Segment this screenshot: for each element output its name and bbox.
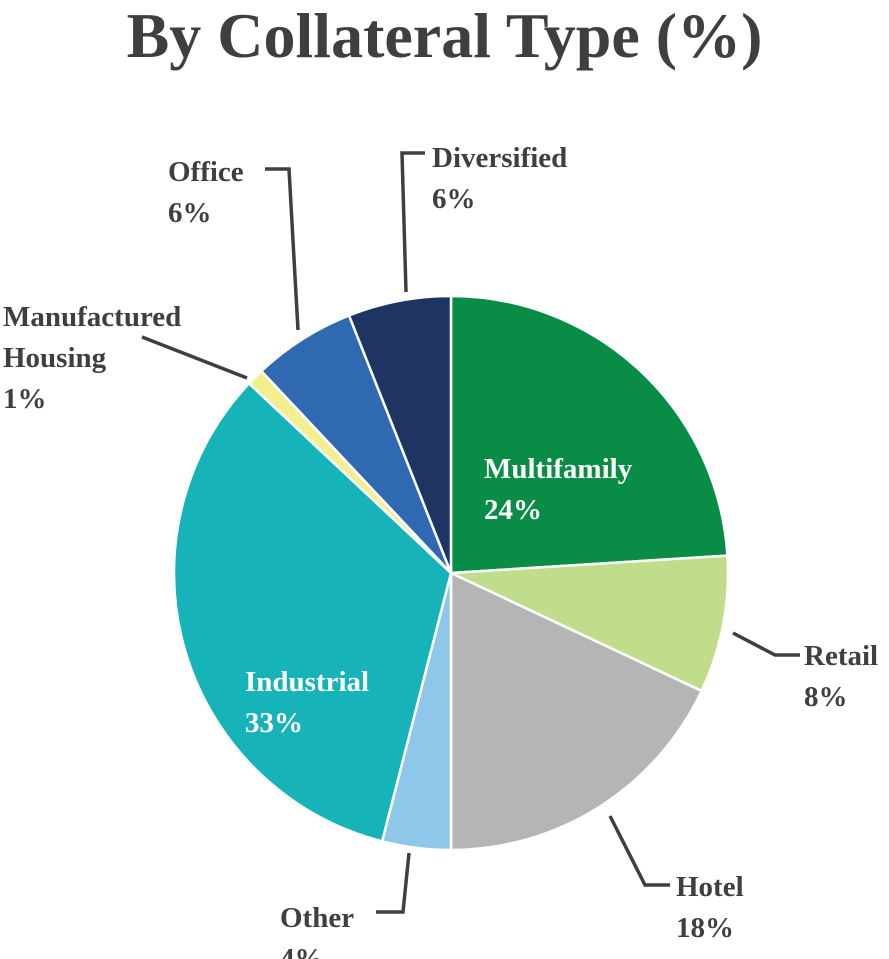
slice-industrial bbox=[172, 382, 453, 843]
pie-slices bbox=[172, 294, 730, 852]
leader-lines bbox=[141, 151, 800, 914]
slice-retail bbox=[449, 554, 730, 693]
slice-diversified bbox=[347, 294, 453, 575]
data-label-diversified: Diversified 6% bbox=[432, 142, 567, 215]
chart-title: By Collateral Type (%) bbox=[126, 0, 763, 71]
data-label-multifamily: Multifamily 24% bbox=[484, 453, 633, 526]
leader-line-hotel bbox=[608, 815, 670, 887]
data-label-retail: Retail 8% bbox=[804, 640, 878, 713]
data-label-other: Other 4% bbox=[280, 902, 354, 959]
leader-line-diversified bbox=[400, 151, 425, 293]
leader-line-retail bbox=[732, 631, 800, 657]
data-label-office: Office 6% bbox=[168, 156, 244, 229]
data-label-manufactured-housing: Manufactured Housing 1% bbox=[3, 301, 181, 415]
data-label-hotel: Hotel 18% bbox=[676, 871, 744, 944]
data-label-industrial: Industrial 33% bbox=[245, 666, 369, 739]
leader-line-manufactured-housing bbox=[141, 335, 248, 380]
leader-line-other bbox=[376, 852, 411, 914]
data-labels: Multifamily 24% Retail 8% Hotel 18% Other 4% Ind… bbox=[3, 142, 878, 959]
slice-multifamily bbox=[449, 294, 729, 575]
slice-hotel bbox=[449, 571, 703, 852]
leader-line-office bbox=[265, 167, 300, 331]
